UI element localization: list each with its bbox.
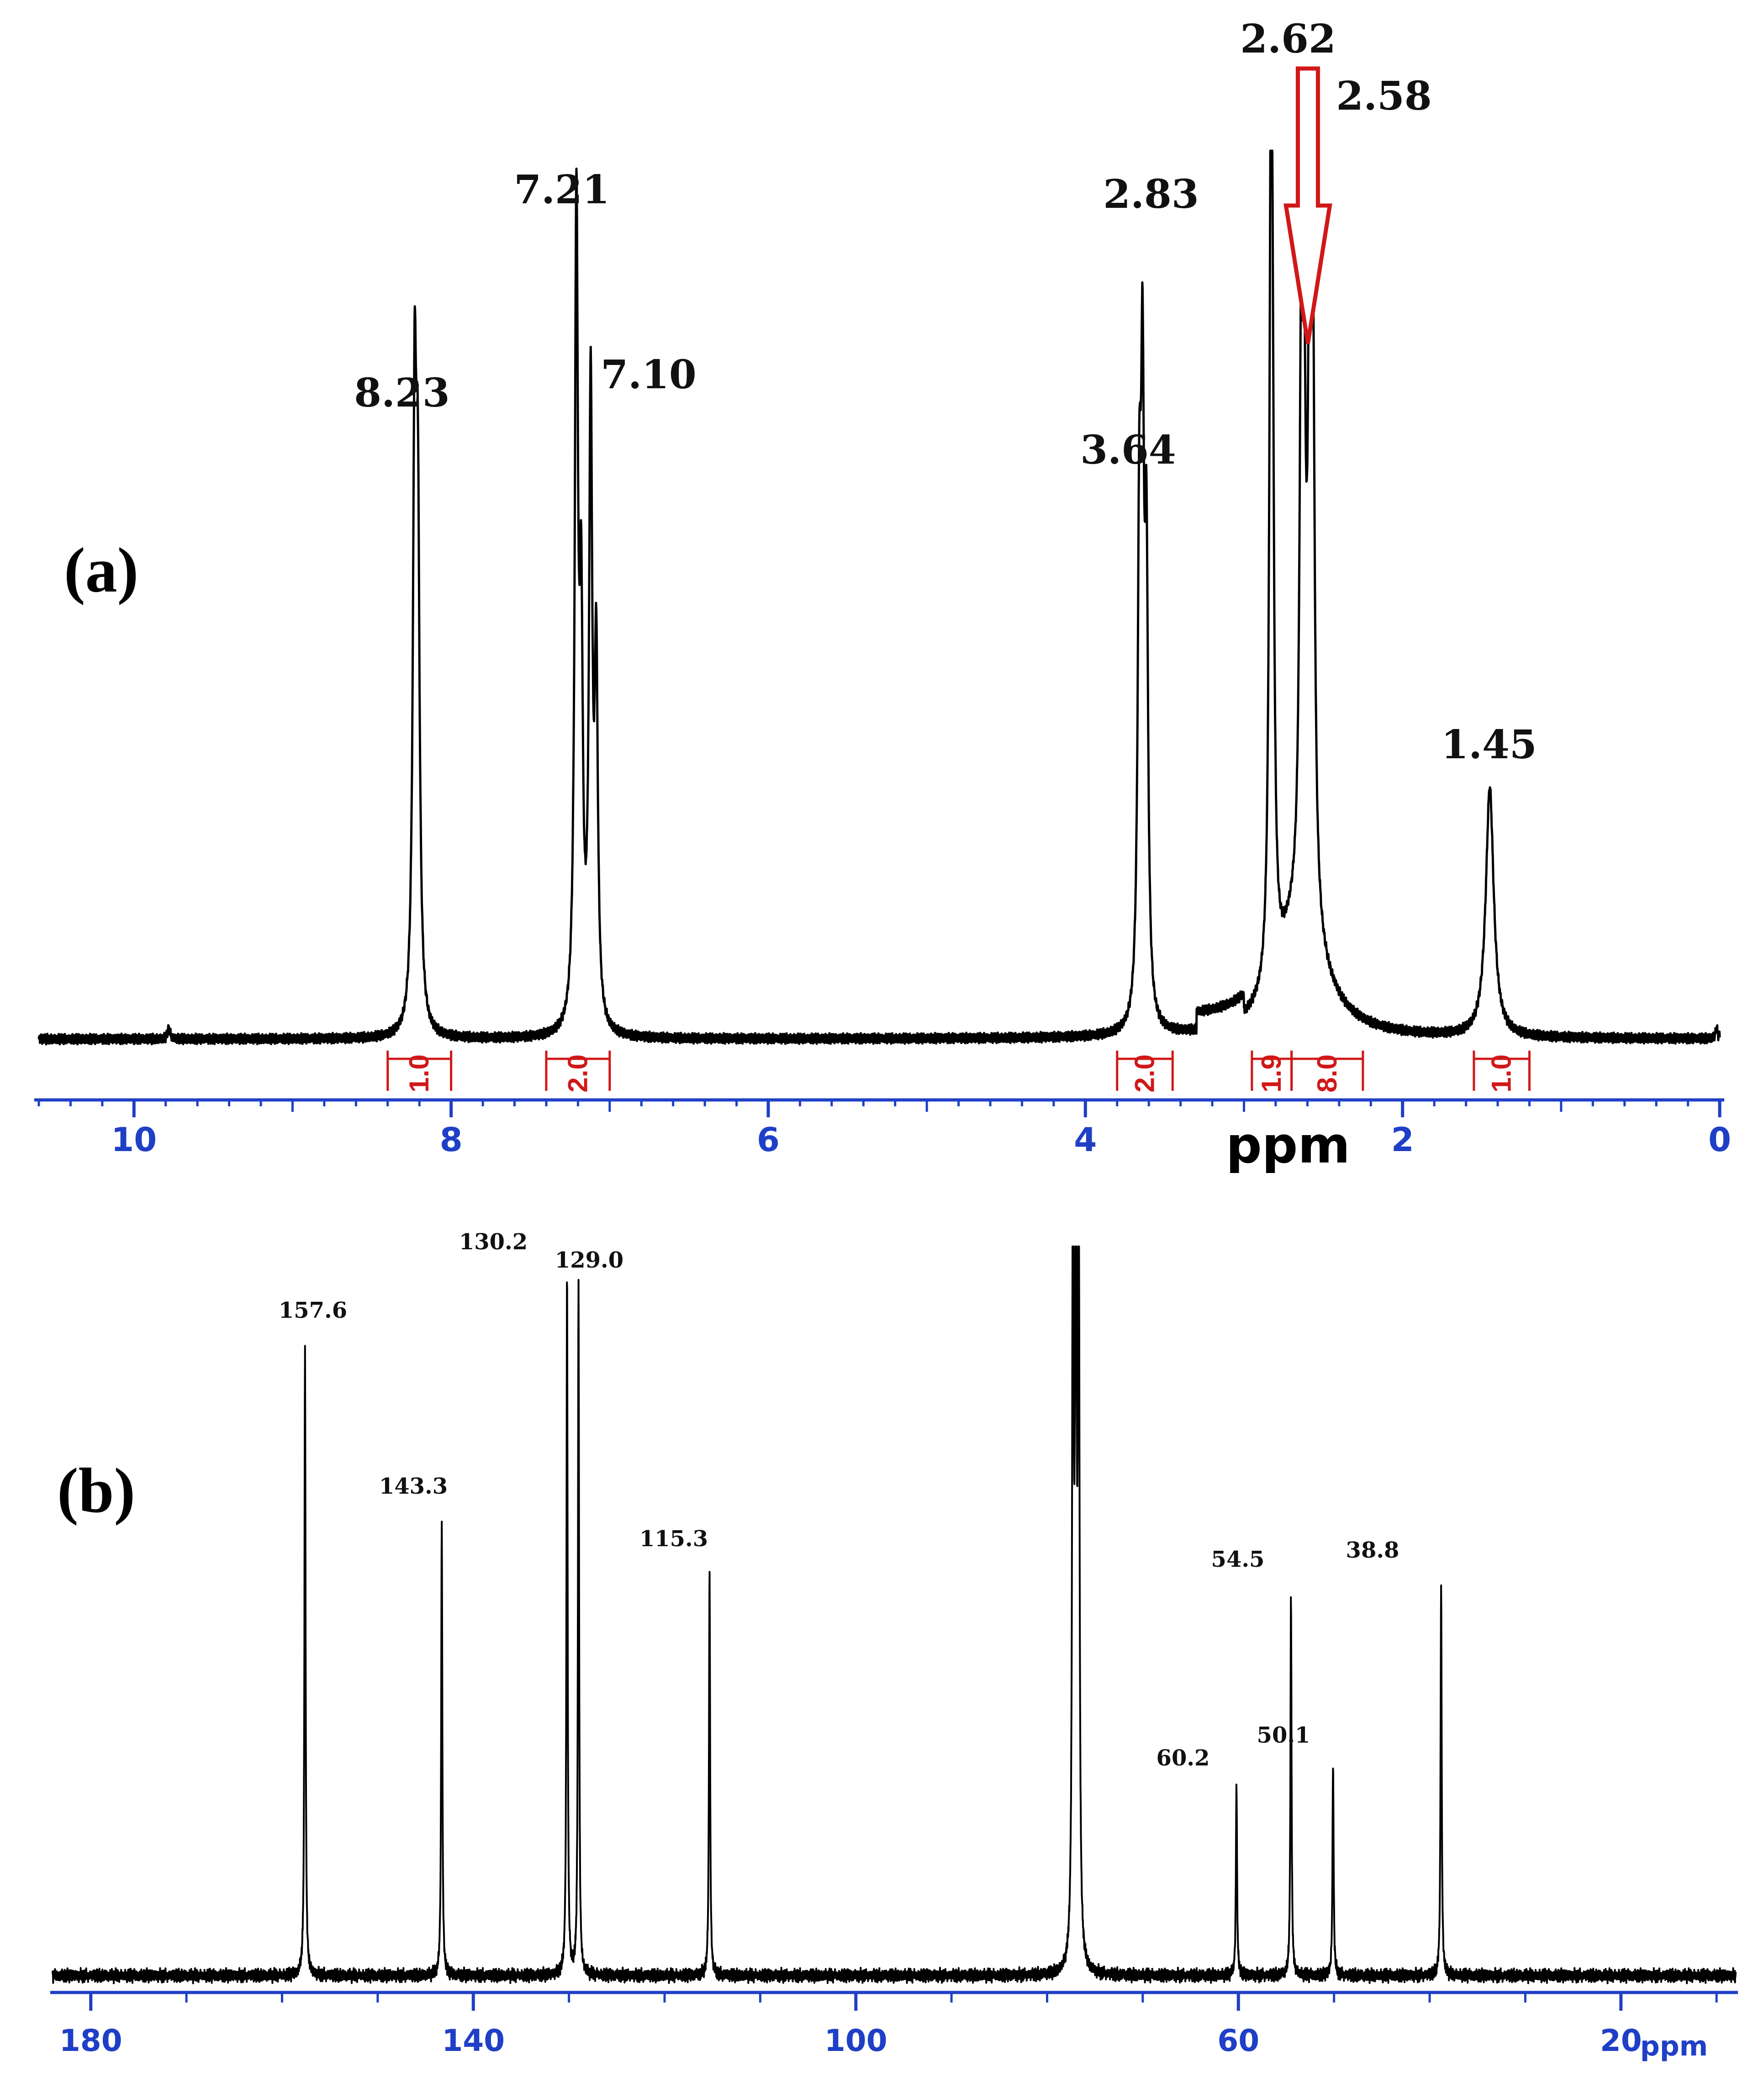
panel-a-tick-label: 6 (757, 1120, 780, 1159)
panel-b-peak-label: 60.2 (1157, 1745, 1210, 1771)
panel-a-integral: 1.0 (1473, 1051, 1531, 1093)
panel-b-tick-label: 100 (824, 2023, 887, 2058)
panel-a-integral-value: 1.0 (404, 1054, 434, 1092)
panel-a-peak-label: 3.64 (1080, 427, 1176, 473)
panel-b-peak-label: 130.2 (459, 1229, 528, 1255)
panel-b-peak-label: 38.8 (1346, 1538, 1400, 1563)
panel-a-peak-label: 7.10 (601, 352, 696, 398)
panel-b-peak-label: 143.3 (379, 1474, 448, 1499)
panel-a-1h-spectrum: (a) 1.0 2.0 2.0 1.9 8.0 1.0 10 8 6 4 2 0 ppm 8.23 7… (34, 16, 1731, 1174)
panel-b-tick-label: 20 (1600, 2023, 1642, 2058)
panel-a-integral-value: 2.0 (562, 1054, 593, 1092)
panel-a-integral: 2.0 (545, 1051, 611, 1093)
panel-a-tick-label: 4 (1074, 1120, 1097, 1159)
panel-a-peak-label: 2.62 (1240, 16, 1336, 62)
panel-b-peak-label: 157.6 (279, 1298, 347, 1323)
panel-a-ticks: 10 8 6 4 2 0 (37, 1100, 1731, 1159)
panel-b-tick-label: 180 (59, 2023, 122, 2058)
panel-a-spectrum-trace (37, 149, 1721, 1046)
panel-b-peak-label: 129.0 (555, 1247, 623, 1273)
panel-a-tick-label: 0 (1708, 1120, 1731, 1159)
panel-a-peak-label: 2.83 (1103, 171, 1199, 217)
panel-a-integral-value: 2.0 (1130, 1054, 1160, 1092)
panel-b-ticks: 180 140 100 60 20 (59, 1992, 1718, 2058)
panel-b-spectrum-trace (52, 1245, 1737, 1984)
panel-b-peak-labels: 157.6 143.3 130.2 129.0 115.3 60.2 54.5 50.1 38.… (279, 1229, 1400, 1771)
panel-a-integral: 8.0 (1290, 1051, 1364, 1093)
panel-b-peak-label: 54.5 (1211, 1547, 1265, 1572)
panel-a-tick-label: 10 (111, 1120, 157, 1159)
panel-a-integral-value: 1.9 (1256, 1054, 1287, 1092)
panel-a-integrals: 1.0 2.0 2.0 1.9 8.0 1.0 (386, 1051, 1531, 1093)
panel-a-label: (a) (64, 535, 138, 606)
panel-b-label: (b) (57, 1455, 135, 1526)
panel-b-axis-label: ppm (1640, 2030, 1708, 2062)
panel-a-axis-label: ppm (1226, 1116, 1350, 1174)
panel-b-13c-spectrum: (b) 180 140 100 60 20 ppm 157.6 143.3 130.2 129… (50, 1229, 1738, 2062)
panel-a-integral-value: 1.0 (1486, 1054, 1517, 1092)
panel-a-tick-label: 2 (1391, 1120, 1414, 1159)
panel-a-peak-label: 7.21 (514, 167, 609, 213)
panel-a-integral-value: 8.0 (1312, 1054, 1342, 1092)
panel-b-tick-label: 140 (442, 2023, 505, 2058)
panel-a-peak-label: 1.45 (1441, 722, 1537, 768)
panel-b-peak-label: 50.1 (1257, 1723, 1310, 1748)
panel-b-tick-label: 60 (1217, 2023, 1259, 2058)
panel-a-integral: 1.0 (386, 1051, 453, 1093)
panel-b-peak-label: 115.3 (639, 1526, 708, 1552)
panel-a-integral: 1.9 (1251, 1051, 1293, 1093)
panel-a-peak-label: 8.23 (354, 370, 449, 416)
panel-a-peak-labels: 8.23 7.21 7.10 3.64 2.83 2.622.58 1.45 (354, 16, 1537, 768)
panel-a-tick-label: 8 (440, 1120, 463, 1159)
panel-a-arrow-icon (1283, 66, 1332, 344)
panel-a-peak-label: 2.58 (1336, 73, 1431, 119)
panel-a-integral: 2.0 (1116, 1051, 1174, 1093)
